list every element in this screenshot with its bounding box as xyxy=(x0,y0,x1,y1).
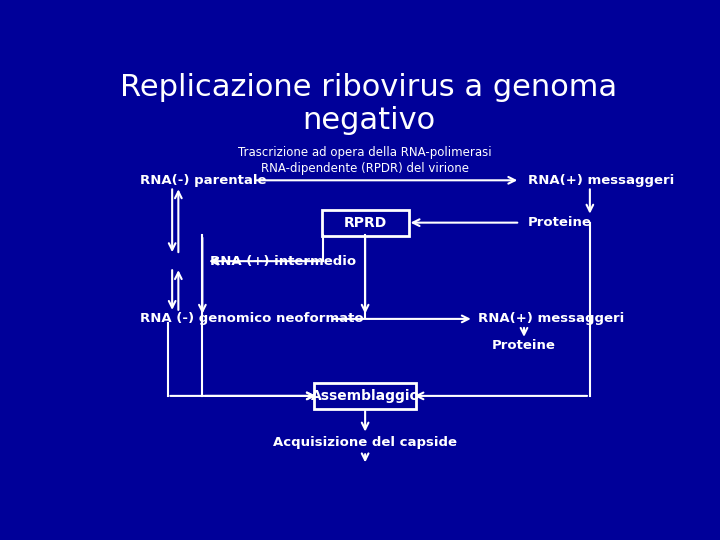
Text: Proteine: Proteine xyxy=(528,216,592,229)
Text: RNA(-) parentale: RNA(-) parentale xyxy=(140,174,267,187)
Text: RNA(+) messaggeri: RNA(+) messaggeri xyxy=(477,313,624,326)
FancyBboxPatch shape xyxy=(322,210,408,236)
Text: Acquisizione del capside: Acquisizione del capside xyxy=(273,436,457,449)
Text: Replicazione ribovirus a genoma
negativo: Replicazione ribovirus a genoma negativo xyxy=(120,72,618,135)
FancyBboxPatch shape xyxy=(314,383,416,409)
Text: Assemblaggio: Assemblaggio xyxy=(310,389,420,403)
Text: RNA (+) intermedio: RNA (+) intermedio xyxy=(210,255,356,268)
Text: RNA (-) genomico neoformato: RNA (-) genomico neoformato xyxy=(140,313,364,326)
Text: Trascrizione ad opera della RNA-polimerasi
RNA-dipendente (RPDR) del virione: Trascrizione ad opera della RNA-polimera… xyxy=(238,146,492,174)
Text: RPRD: RPRD xyxy=(343,215,387,230)
Text: RNA(+) messaggeri: RNA(+) messaggeri xyxy=(528,174,674,187)
Text: Proteine: Proteine xyxy=(492,339,556,353)
